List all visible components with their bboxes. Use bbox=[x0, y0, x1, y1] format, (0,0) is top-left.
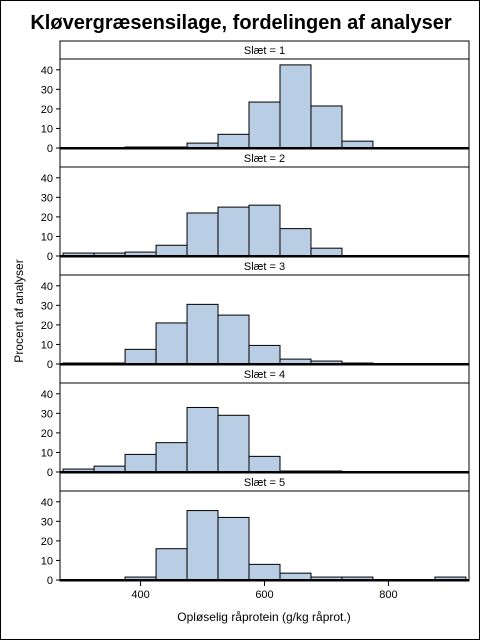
chart-title: Kløvergræsensilage, fordelingen af analy… bbox=[30, 12, 451, 34]
histogram-bar bbox=[218, 134, 249, 148]
panel-strip-label: Slæt = 4 bbox=[244, 369, 285, 381]
y-tick-label: 10 bbox=[41, 123, 53, 135]
histogram-bar bbox=[156, 549, 187, 580]
panel-3: Slæt = 3 0 10 20 30 40 bbox=[41, 257, 469, 371]
panel-strip-label: Slæt = 2 bbox=[244, 153, 285, 165]
y-tick-label: 20 bbox=[41, 104, 53, 116]
panel-5: Slæt = 5 0 10 20 30 40 bbox=[41, 473, 469, 587]
y-tick-label: 0 bbox=[47, 143, 53, 155]
histogram-bar bbox=[218, 415, 249, 472]
y-tick-label: 30 bbox=[41, 516, 53, 528]
panel-1: Slæt = 1 0 10 20 30 40 bbox=[41, 41, 469, 155]
y-tick-label: 30 bbox=[41, 84, 53, 96]
histogram-bar bbox=[187, 511, 218, 580]
x-axis: 400 600 800 bbox=[131, 581, 397, 601]
histogram-bar bbox=[280, 573, 311, 580]
y-tick-label: 20 bbox=[41, 536, 53, 548]
y-tick-label: 0 bbox=[47, 575, 53, 587]
y-tick-label: 10 bbox=[41, 231, 53, 243]
panel-2: Slæt = 2 0 10 20 30 40 bbox=[41, 149, 469, 263]
y-axis-label: Procent af analyser bbox=[12, 259, 26, 362]
histogram-bar bbox=[280, 229, 311, 256]
panel-strip-label: Slæt = 1 bbox=[244, 45, 285, 57]
histogram-bar bbox=[249, 564, 280, 580]
histogram-bar bbox=[249, 345, 280, 364]
y-tick-label: 0 bbox=[47, 251, 53, 263]
histogram-bar bbox=[156, 323, 187, 364]
y-tick-label: 30 bbox=[41, 300, 53, 312]
histogram-bar bbox=[311, 106, 342, 148]
y-tick-label: 0 bbox=[47, 359, 53, 371]
x-tick-label: 800 bbox=[379, 589, 397, 601]
y-tick-label: 20 bbox=[41, 212, 53, 224]
histogram-bar bbox=[311, 248, 342, 256]
histogram-bar bbox=[218, 315, 249, 364]
histogram-bar bbox=[125, 349, 156, 364]
histogram-bar bbox=[280, 65, 311, 148]
x-tick-label: 600 bbox=[255, 589, 273, 601]
histogram-bar bbox=[249, 456, 280, 472]
x-tick-label: 400 bbox=[131, 589, 149, 601]
x-axis-label: Opløselig råprotein (g/kg råprot.) bbox=[177, 610, 350, 624]
panel-4: Slæt = 4 0 10 20 30 40 bbox=[41, 365, 469, 479]
histogram-bar bbox=[218, 517, 249, 580]
histogram-bar bbox=[342, 141, 373, 148]
histogram-bar bbox=[125, 454, 156, 472]
y-tick-label: 0 bbox=[47, 467, 53, 479]
y-tick-label: 10 bbox=[41, 447, 53, 459]
histogram-bar bbox=[187, 407, 218, 472]
histogram-bar bbox=[156, 443, 187, 472]
y-tick-label: 40 bbox=[41, 65, 53, 77]
y-tick-label: 20 bbox=[41, 320, 53, 332]
y-tick-label: 10 bbox=[41, 555, 53, 567]
histogram-bar bbox=[218, 207, 249, 256]
histogram-bar bbox=[187, 213, 218, 256]
y-tick-label: 20 bbox=[41, 428, 53, 440]
y-tick-label: 10 bbox=[41, 339, 53, 351]
histogram-bar bbox=[156, 245, 187, 256]
y-tick-label: 40 bbox=[41, 389, 53, 401]
histogram-bar bbox=[249, 205, 280, 256]
y-tick-label: 40 bbox=[41, 497, 53, 509]
y-tick-label: 30 bbox=[41, 408, 53, 420]
y-tick-label: 40 bbox=[41, 173, 53, 185]
panel-strip-label: Slæt = 5 bbox=[244, 477, 285, 489]
histogram-bar bbox=[187, 304, 218, 364]
y-tick-label: 30 bbox=[41, 192, 53, 204]
histogram-bar bbox=[249, 102, 280, 148]
panel-strip-label: Slæt = 3 bbox=[244, 261, 285, 273]
y-tick-label: 40 bbox=[41, 281, 53, 293]
